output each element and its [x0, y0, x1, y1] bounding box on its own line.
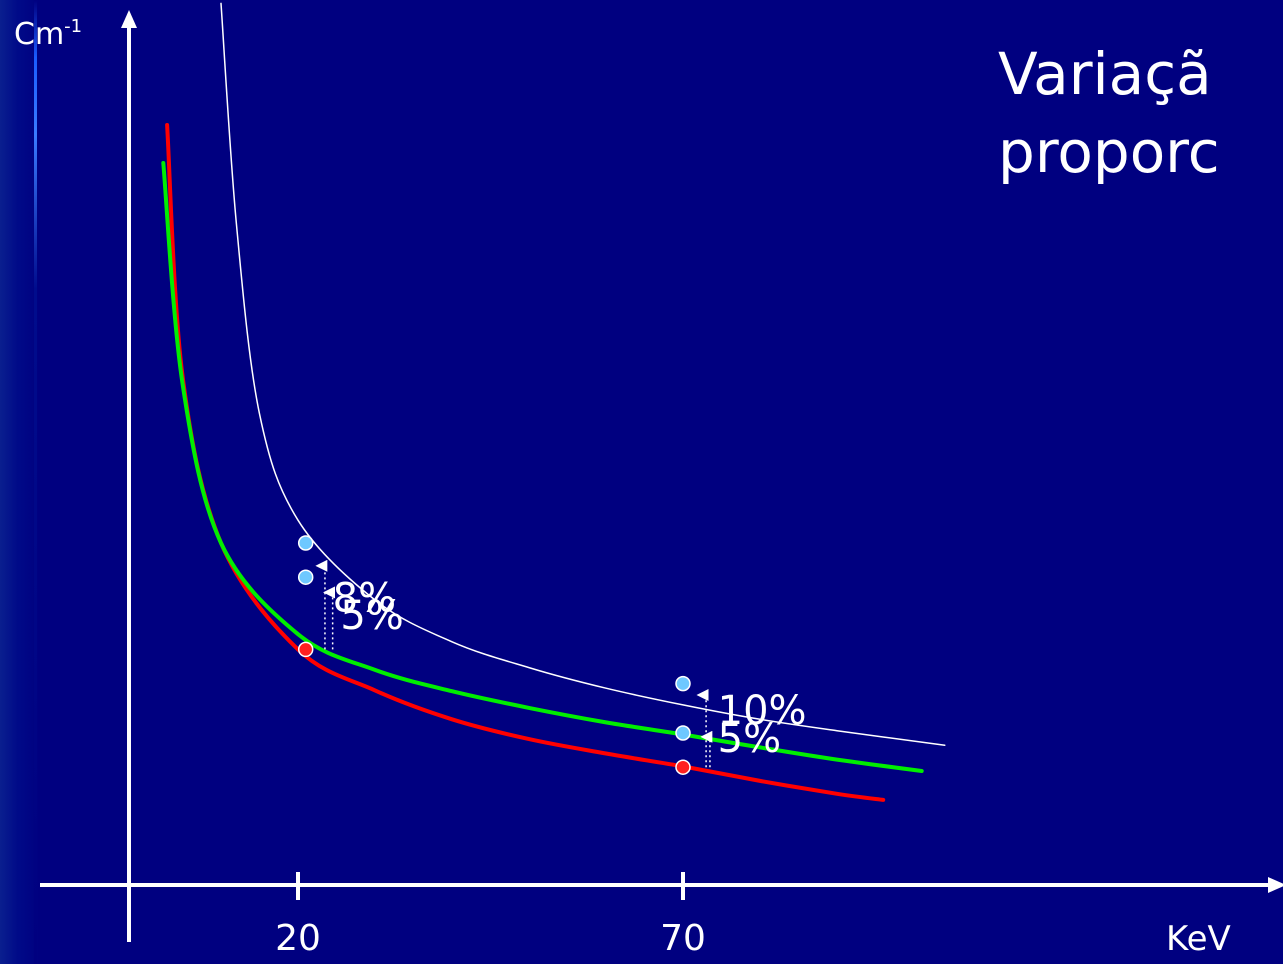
tick-layer: 20 70	[275, 872, 706, 959]
y-axis-arrowhead	[121, 10, 137, 28]
data-point-2	[297, 569, 314, 585]
data-point-4	[675, 759, 691, 775]
x-axis-arrowhead	[1268, 877, 1283, 893]
slide-edge-accent	[34, 0, 37, 964]
data-point-3	[297, 535, 314, 551]
y-axis-label: Cm-1	[14, 18, 82, 50]
y-axis-label-base: Cm	[14, 17, 65, 52]
percent-annotation-3: 10%	[718, 688, 807, 734]
slide-title-line-2: proporc	[998, 118, 1220, 186]
x-tick-label-1: 20	[275, 918, 321, 959]
arrow-layer	[315, 559, 713, 768]
percent-annotation-2: 5%	[340, 593, 403, 639]
data-point-1	[297, 641, 314, 658]
point-layer	[297, 535, 691, 775]
series-layer	[161, 2, 946, 802]
x-tick-label-2: 70	[660, 918, 706, 959]
series-line-3	[220, 2, 946, 746]
annotation-layer: 8%5%10%5%	[333, 575, 807, 762]
y-axis-label-exponent: -1	[64, 16, 83, 37]
series-line-2	[161, 161, 924, 773]
slide-title-line-1: Variaçã	[998, 40, 1212, 108]
percent-annotation-1: 8%	[333, 575, 396, 621]
data-point-6	[675, 675, 691, 692]
percent-annotation-4: 5%	[718, 716, 781, 762]
x-axis-label: KeV	[1166, 919, 1231, 959]
data-point-5	[675, 725, 691, 741]
